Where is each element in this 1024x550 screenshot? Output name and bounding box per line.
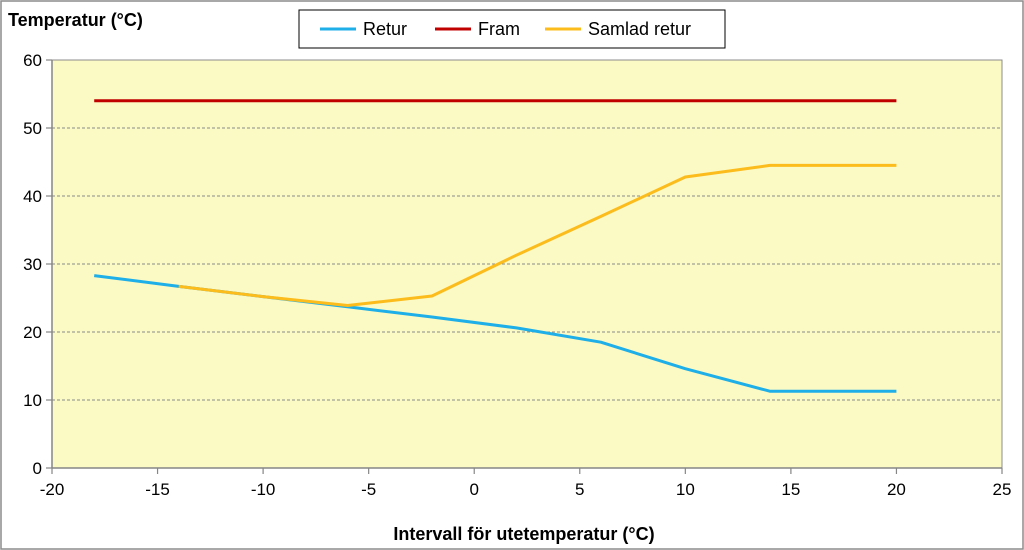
x-tick-label: 5: [575, 480, 584, 499]
x-tick-label: -20: [40, 480, 65, 499]
legend-label: Samlad retur: [588, 19, 691, 39]
x-tick-label: 25: [993, 480, 1012, 499]
x-tick-label: -15: [145, 480, 170, 499]
y-tick-label: 10: [23, 391, 42, 410]
y-tick-label: 20: [23, 323, 42, 342]
y-tick-label: 30: [23, 255, 42, 274]
y-tick-label: 50: [23, 119, 42, 138]
y-tick-label: 60: [23, 51, 42, 70]
x-axis-title: Intervall för utetemperatur (°C): [393, 524, 654, 544]
y-tick-label: 40: [23, 187, 42, 206]
axes: [46, 59, 1003, 474]
legend-label: Fram: [478, 19, 520, 39]
legend-box: [298, 9, 726, 49]
x-tick-label: 0: [469, 480, 478, 499]
series-group: [94, 99, 897, 393]
y-axis-title: Temperatur (°C): [8, 10, 143, 30]
grid-lines: [52, 127, 1002, 401]
legend-label: Retur: [363, 19, 407, 39]
x-tick-label: 15: [781, 480, 800, 499]
x-tick-label: 20: [887, 480, 906, 499]
series-line-samlad-retur: [178, 163, 897, 307]
x-tick-label: 10: [676, 480, 695, 499]
x-tick-label: -10: [251, 480, 276, 499]
tick-labels: 0 10 20 30 40 50 60 -20 -15 -10 -5 0 5 10 15 20 25: [23, 51, 1011, 499]
y-tick-label: 0: [33, 459, 42, 478]
legend: Retur Fram Samlad retur: [298, 9, 726, 49]
x-tick-label: -5: [361, 480, 376, 499]
